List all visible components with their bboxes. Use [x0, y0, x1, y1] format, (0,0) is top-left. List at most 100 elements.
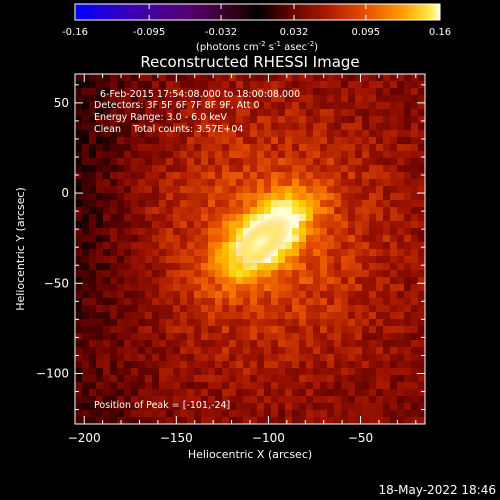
heatmap-cell: [180, 382, 188, 390]
heatmap-cell: [236, 200, 244, 208]
heatmap-cell: [418, 375, 425, 383]
heatmap-cell: [187, 172, 195, 180]
heatmap-cell: [271, 382, 279, 390]
heatmap-cell: [327, 144, 335, 152]
heatmap-cell: [110, 207, 118, 215]
heatmap-cell: [117, 221, 125, 229]
heatmap-cell: [89, 375, 97, 383]
heatmap-cell: [208, 382, 216, 390]
heatmap-cell: [159, 277, 167, 285]
heatmap-cell: [257, 172, 265, 180]
heatmap-cell: [180, 368, 188, 376]
heatmap-cell: [376, 123, 384, 131]
heatmap-cell: [334, 368, 342, 376]
heatmap-cell: [278, 200, 286, 208]
heatmap-cell: [355, 403, 363, 411]
heatmap-cell: [320, 95, 328, 103]
heatmap-cell: [75, 200, 83, 208]
heatmap-cell: [383, 389, 391, 397]
heatmap-cell: [257, 347, 265, 355]
heatmap-cell: [376, 186, 384, 194]
heatmap-cell: [383, 410, 391, 418]
heatmap-cell: [285, 340, 293, 348]
heatmap-cell: [362, 361, 370, 369]
heatmap-cell: [187, 228, 195, 236]
heatmap-cell: [89, 235, 97, 243]
heatmap-cell: [376, 137, 384, 145]
heatmap-cell: [264, 417, 272, 424]
peak-core: [229, 214, 292, 271]
heatmap-cell: [103, 326, 111, 334]
heatmap-cell: [411, 81, 419, 89]
heatmap-cell: [271, 207, 279, 215]
heatmap-cell: [75, 403, 83, 411]
heatmap-cell: [411, 172, 419, 180]
heatmap-cell: [138, 361, 146, 369]
heatmap-cell: [327, 81, 335, 89]
heatmap-cell: [355, 354, 363, 362]
heatmap-cell: [397, 319, 405, 327]
heatmap-cell: [348, 396, 356, 404]
heatmap-cell: [194, 312, 202, 320]
heatmap-cell: [397, 277, 405, 285]
heatmap-cell: [404, 354, 412, 362]
heatmap-cell: [327, 214, 335, 222]
heatmap-cell: [243, 179, 251, 187]
heatmap-cell: [264, 270, 272, 278]
heatmap-cell: [362, 151, 370, 159]
heatmap-cell: [278, 263, 286, 271]
heatmap-cell: [187, 375, 195, 383]
heatmap-cell: [334, 144, 342, 152]
heatmap-cell: [257, 263, 265, 271]
heatmap-cell: [292, 354, 300, 362]
heatmap-cell: [271, 277, 279, 285]
heatmap-cell: [264, 172, 272, 180]
heatmap-cell: [124, 74, 132, 82]
heatmap-cell: [180, 312, 188, 320]
heatmap-cell: [285, 123, 293, 131]
heatmap-cell: [306, 368, 314, 376]
heatmap-cell: [117, 354, 125, 362]
heatmap-cell: [390, 151, 398, 159]
heatmap-cell: [131, 340, 139, 348]
timestamp: 18-May-2022 18:46: [379, 483, 496, 497]
heatmap-cell: [348, 312, 356, 320]
heatmap-cell: [369, 123, 377, 131]
heatmap-cell: [292, 158, 300, 166]
heatmap-cell: [299, 158, 307, 166]
heatmap-cell: [327, 417, 335, 424]
heatmap-cell: [110, 403, 118, 411]
heatmap-cell: [418, 389, 425, 397]
heatmap-cell: [292, 368, 300, 376]
heatmap-cell: [264, 319, 272, 327]
heatmap-cell: [320, 172, 328, 180]
heatmap-cell: [313, 207, 321, 215]
heatmap-cell: [250, 221, 258, 229]
heatmap-cell: [166, 221, 174, 229]
heatmap-cell: [362, 109, 370, 117]
heatmap-cell: [187, 158, 195, 166]
heatmap-cell: [411, 137, 419, 145]
heatmap-cell: [138, 88, 146, 96]
heatmap-cell: [341, 319, 349, 327]
heatmap-cell: [376, 389, 384, 397]
heatmap-cell: [89, 319, 97, 327]
heatmap-cell: [369, 410, 377, 418]
heatmap-cell: [131, 137, 139, 145]
heatmap-cell: [152, 277, 160, 285]
heatmap-cell: [152, 221, 160, 229]
heatmap-cell: [96, 179, 104, 187]
heatmap-cell: [215, 347, 223, 355]
heatmap-cell: [229, 137, 237, 145]
heatmap-cell: [355, 368, 363, 376]
heatmap-cell: [264, 74, 272, 82]
heatmap-cell: [166, 298, 174, 306]
heatmap-cell: [131, 256, 139, 264]
heatmap-cell: [306, 403, 314, 411]
heatmap-cell: [292, 151, 300, 159]
heatmap-cell: [250, 403, 258, 411]
heatmap-cell: [194, 396, 202, 404]
heatmap-cell: [376, 151, 384, 159]
heatmap-cell: [110, 228, 118, 236]
heatmap-cell: [180, 333, 188, 341]
